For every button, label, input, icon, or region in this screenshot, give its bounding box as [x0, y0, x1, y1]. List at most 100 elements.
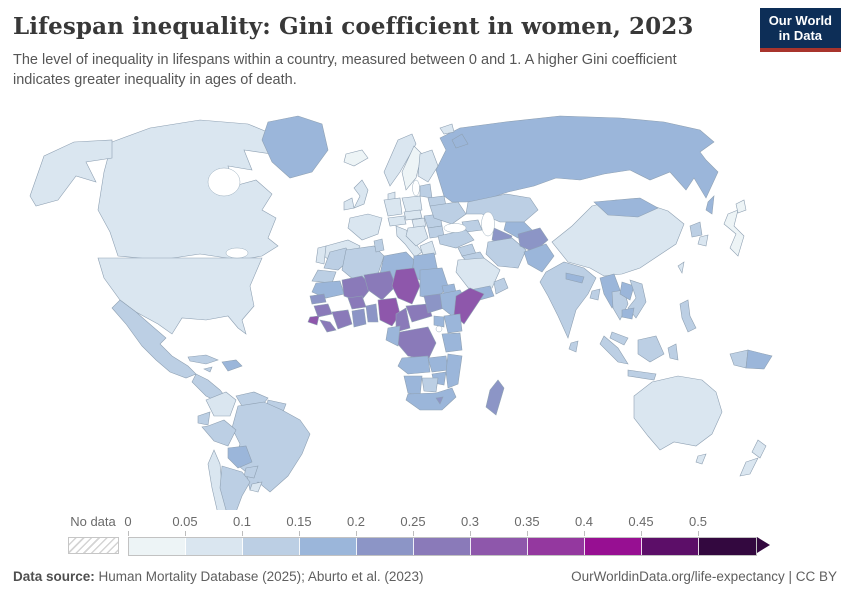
country-kenya[interactable] — [443, 313, 463, 334]
country-guinea[interactable] — [313, 303, 333, 318]
country-czechia-slovakia[interactable] — [403, 209, 423, 221]
country-mozambique[interactable] — [445, 353, 463, 389]
country-oman[interactable] — [493, 277, 509, 295]
country-new-zealand-north[interactable] — [751, 439, 767, 459]
legend-segment[interactable] — [528, 538, 585, 555]
country-australia[interactable] — [633, 375, 723, 451]
country-bolivia[interactable] — [227, 445, 253, 469]
country-cote-divoire[interactable] — [331, 309, 353, 330]
country-mali[interactable] — [341, 275, 373, 303]
country-ireland[interactable] — [343, 197, 355, 211]
legend-segment[interactable] — [243, 538, 300, 555]
country-sierra-leone[interactable] — [307, 315, 320, 326]
country-ukraine[interactable] — [429, 201, 467, 225]
country-greenland[interactable] — [261, 115, 329, 179]
country-indonesia-java[interactable] — [627, 369, 657, 381]
country-baltics[interactable] — [419, 183, 433, 199]
country-finland[interactable] — [417, 149, 439, 183]
legend-segment[interactable] — [300, 538, 357, 555]
country-madagascar[interactable] — [485, 379, 505, 416]
country-south-africa[interactable] — [405, 387, 457, 411]
country-pakistan[interactable] — [523, 243, 555, 273]
country-botswana[interactable] — [421, 377, 439, 393]
country-angola[interactable] — [397, 355, 431, 375]
country-south-korea[interactable] — [697, 234, 709, 247]
country-colombia[interactable] — [205, 391, 237, 417]
country-taiwan[interactable] — [677, 261, 685, 274]
country-indonesia-papua[interactable] — [729, 349, 749, 369]
country-portugal[interactable] — [315, 245, 327, 265]
country-japan[interactable] — [723, 209, 745, 257]
country-malaysia[interactable] — [609, 331, 629, 346]
country-mauritania[interactable] — [311, 280, 345, 299]
country-niger[interactable] — [363, 270, 397, 301]
country-chad[interactable] — [391, 267, 421, 305]
country-hungary[interactable] — [411, 217, 427, 229]
owid-logo[interactable]: Our World in Data — [759, 8, 841, 53]
country-jamaica[interactable] — [203, 366, 213, 373]
country-tanzania[interactable] — [441, 332, 463, 353]
country-mongolia[interactable] — [593, 197, 659, 218]
country-namibia[interactable] — [403, 375, 423, 397]
country-japan-hokkaido[interactable] — [735, 199, 747, 214]
country-ecuador[interactable] — [197, 411, 211, 426]
country-france[interactable] — [347, 213, 383, 241]
country-sudan[interactable] — [419, 267, 449, 301]
country-new-zealand-south[interactable] — [739, 457, 759, 477]
country-lesotho[interactable] — [435, 396, 444, 405]
legend-segment[interactable] — [357, 538, 414, 555]
legend-segment[interactable] — [129, 538, 186, 555]
country-uruguay[interactable] — [249, 481, 263, 493]
country-uganda[interactable] — [433, 315, 445, 328]
country-tasmania[interactable] — [695, 453, 707, 465]
country-russia-sakhalin[interactable] — [705, 195, 715, 215]
country-indonesia-sulawesi[interactable] — [667, 343, 679, 361]
country-iceland[interactable] — [343, 149, 369, 167]
country-paraguay[interactable] — [243, 465, 259, 479]
country-norway[interactable] — [383, 133, 417, 187]
legend-segment[interactable] — [699, 538, 756, 555]
country-indonesia-borneo[interactable] — [637, 335, 665, 363]
country-united-kingdom[interactable] — [353, 179, 369, 209]
legend-segment[interactable] — [642, 538, 699, 555]
legend-segment[interactable] — [186, 538, 243, 555]
country-russia-arctic-isles[interactable] — [451, 133, 469, 149]
country-liberia[interactable] — [319, 319, 337, 333]
country-papua-new-guinea[interactable] — [745, 349, 773, 370]
country-peru[interactable] — [201, 419, 237, 447]
country-balkans[interactable] — [405, 225, 429, 247]
country-canada[interactable] — [97, 119, 283, 261]
country-western-sahara[interactable] — [311, 269, 337, 284]
country-iran[interactable] — [485, 237, 527, 269]
country-usa[interactable] — [97, 257, 263, 335]
country-alpine[interactable] — [387, 215, 407, 227]
country-tunisia[interactable] — [373, 238, 385, 253]
country-congo-gabon[interactable] — [385, 325, 401, 347]
no-data-swatch[interactable] — [68, 537, 119, 554]
country-cuba[interactable] — [187, 354, 219, 365]
country-hispaniola[interactable] — [221, 359, 243, 372]
country-bangladesh[interactable] — [589, 288, 601, 301]
country-laos[interactable] — [619, 281, 635, 301]
legend-segment[interactable] — [414, 538, 471, 555]
country-north-korea[interactable] — [689, 221, 703, 238]
country-central-african-republic[interactable] — [405, 303, 433, 323]
country-togo-benin[interactable] — [365, 303, 379, 323]
country-saudi-arabia[interactable] — [455, 257, 501, 291]
country-senegal[interactable] — [309, 293, 327, 305]
country-nepal[interactable] — [565, 272, 585, 284]
country-chile[interactable] — [207, 449, 232, 510]
legend-segment[interactable] — [471, 538, 528, 555]
country-philippines[interactable] — [679, 299, 697, 333]
country-poland[interactable] — [401, 195, 423, 213]
country-sri-lanka[interactable] — [568, 340, 579, 353]
country-russia[interactable] — [435, 115, 719, 203]
country-germany[interactable] — [383, 197, 403, 217]
country-ghana[interactable] — [351, 308, 367, 328]
country-indonesia-sumatra[interactable] — [599, 335, 629, 365]
owid-url-license[interactable]: OurWorldinData.org/life-expectancy | CC … — [571, 569, 837, 584]
country-svalbard[interactable] — [439, 123, 455, 135]
country-somalia[interactable] — [453, 287, 485, 325]
country-alaska[interactable] — [29, 139, 113, 207]
country-drc[interactable] — [395, 326, 437, 361]
